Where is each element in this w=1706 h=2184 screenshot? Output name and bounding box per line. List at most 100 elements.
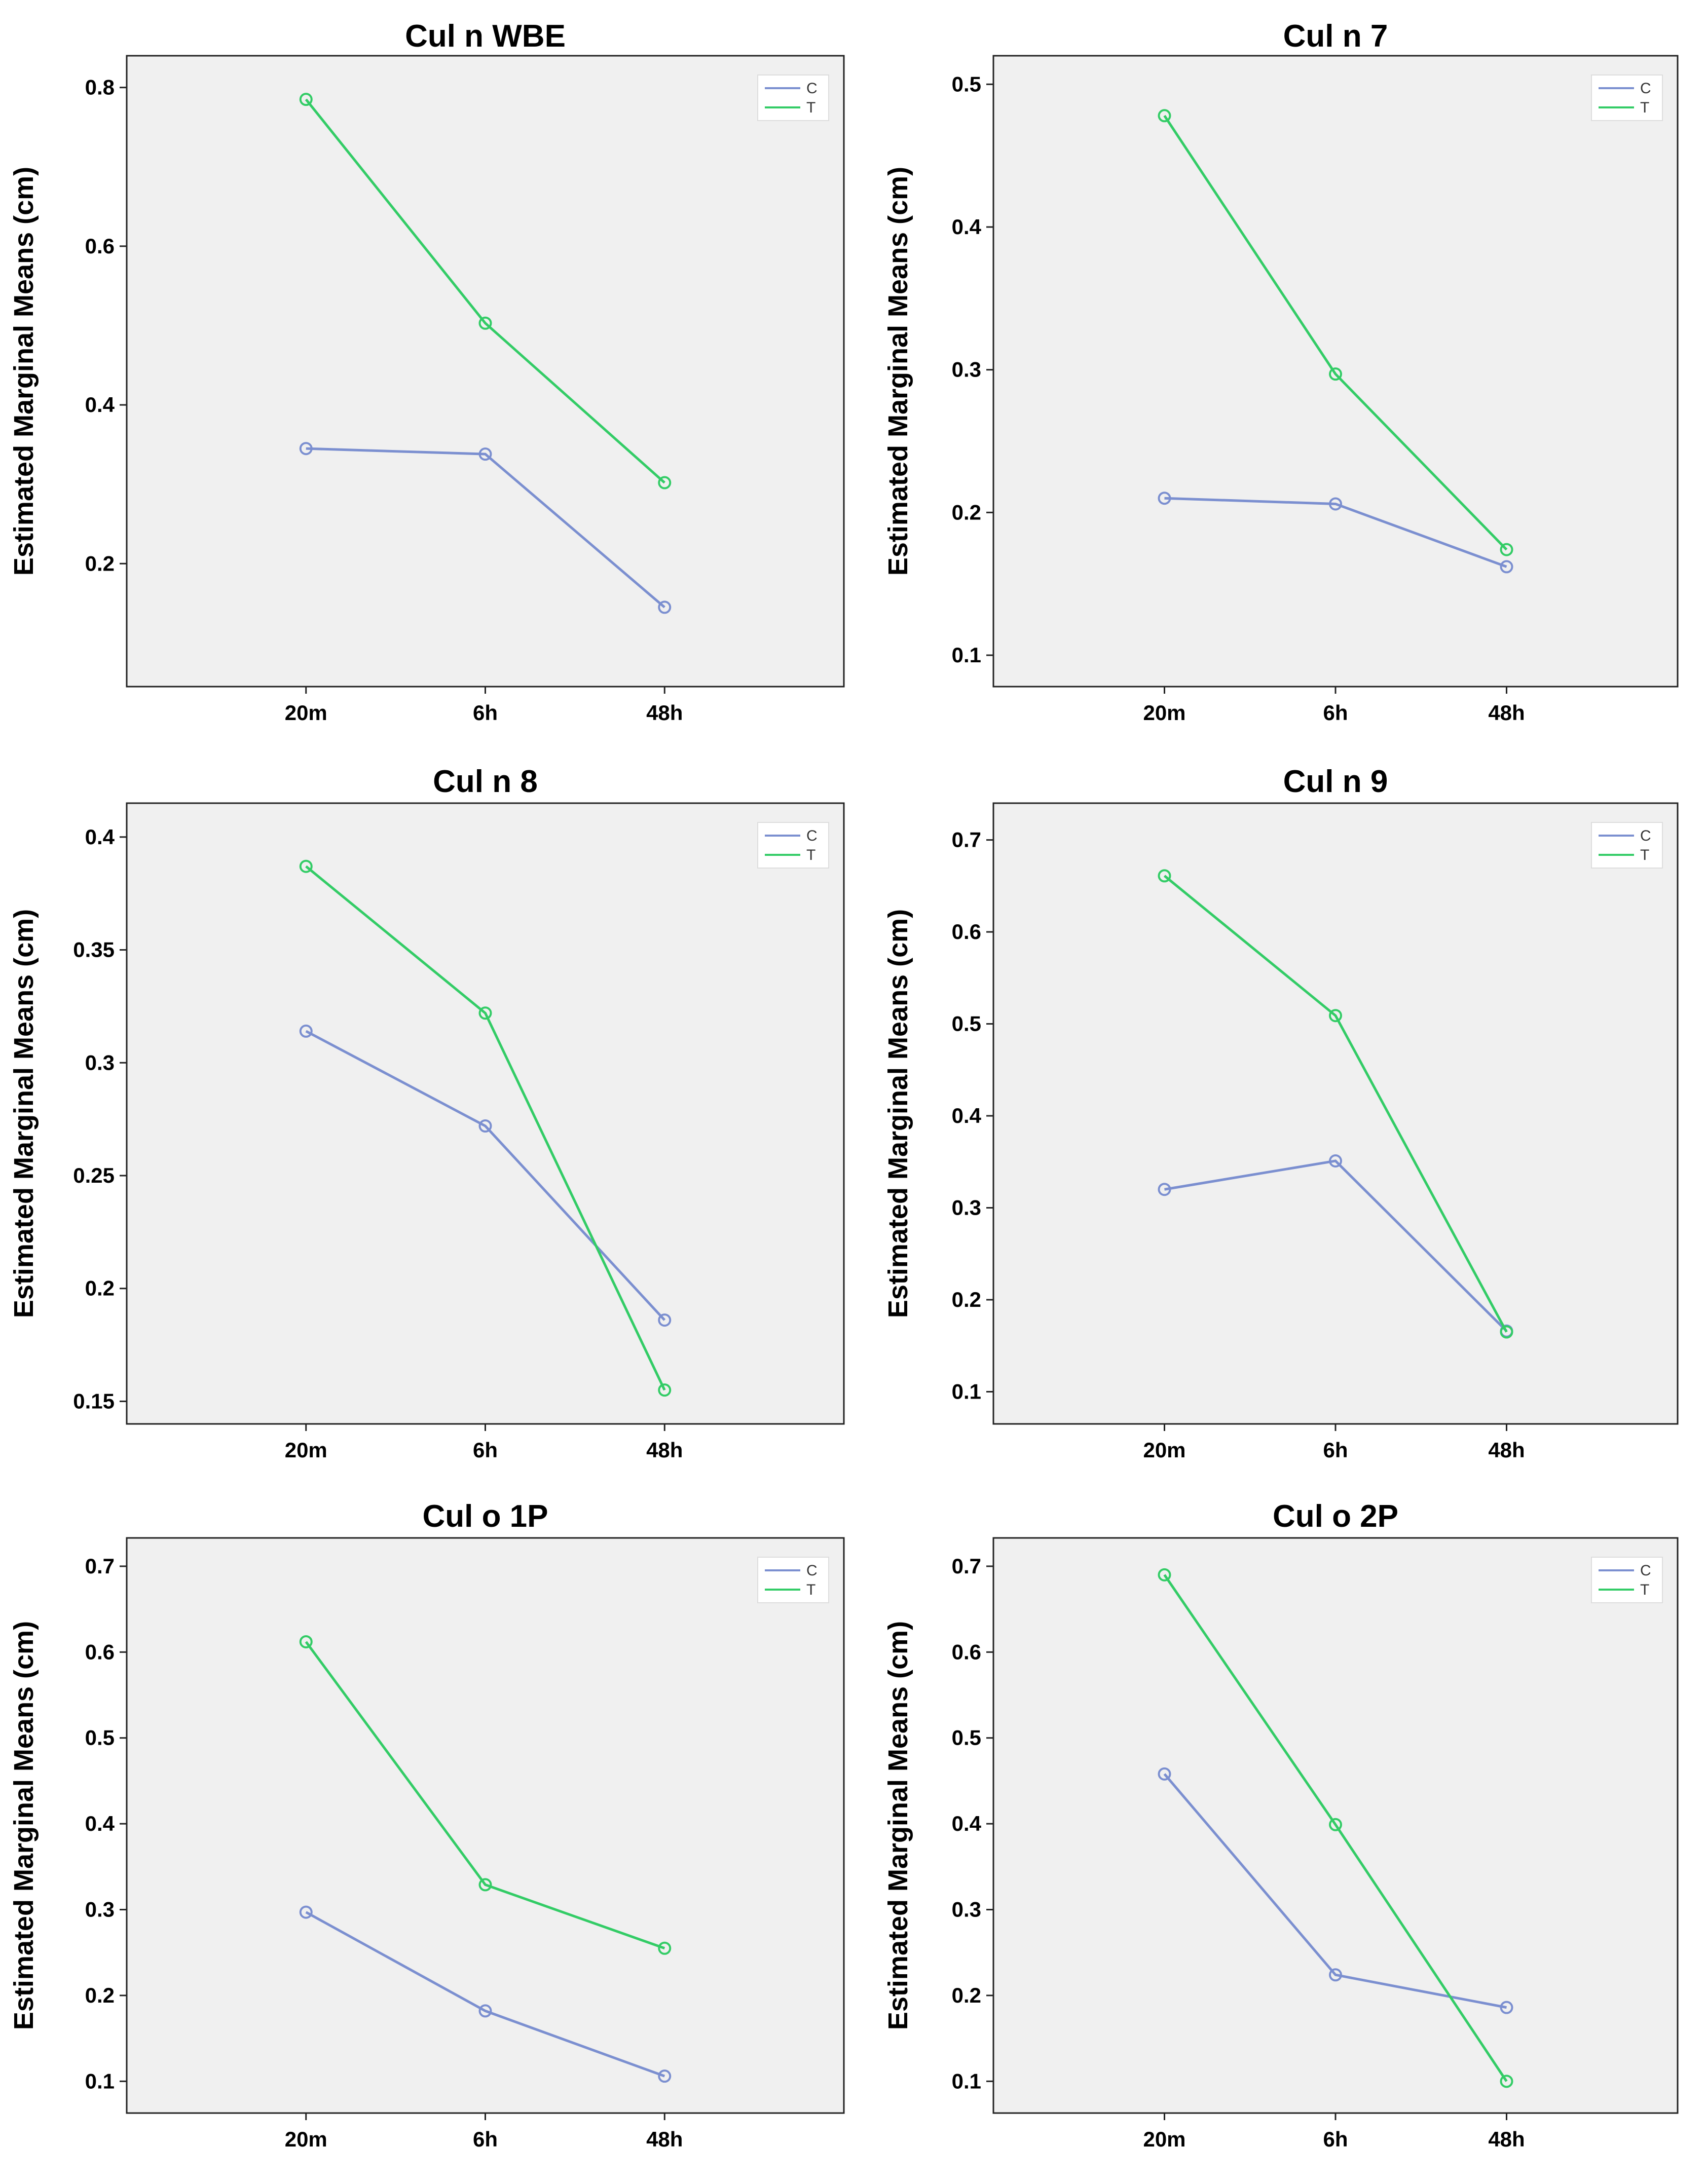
chart-5-y-tick-label: 0.2 bbox=[85, 1983, 115, 2007]
chart-5-y-tick-label: 0.5 bbox=[85, 1726, 115, 1750]
chart-6-legend bbox=[1591, 1557, 1663, 1603]
chart-1-y-tick-label: 0.2 bbox=[85, 551, 115, 575]
chart-3-y-tick-label: 0.3 bbox=[85, 1050, 115, 1074]
chart-6-y-tick-label: 0.4 bbox=[952, 1812, 982, 1835]
chart-4-y-tick-label: 0.2 bbox=[952, 1288, 981, 1311]
chart-2-y-tick-label: 0.2 bbox=[952, 500, 981, 524]
chart-3-series-T-point bbox=[478, 1006, 492, 1020]
chart-6-legend-label-C: C bbox=[1640, 1562, 1651, 1579]
chart-3-y-tick-label: 0.4 bbox=[85, 825, 115, 849]
chart-4-y-axis-label: Estimated Marginal Means (cm) bbox=[883, 909, 913, 1318]
chart-1-legend bbox=[757, 74, 829, 121]
chart-4-title: Cul n 9 bbox=[1283, 764, 1388, 799]
chart-5-plot-area bbox=[127, 1538, 844, 2113]
chart-1: Cul n WBE Estimated Marginal Means (cm) 0.… bbox=[9, 19, 845, 725]
chart-2-legend bbox=[1591, 74, 1663, 121]
chart-4-x-tick-label: 48h bbox=[1488, 1438, 1525, 1462]
chart-3-plot-area bbox=[127, 803, 844, 1424]
chart-4-series-C-line bbox=[1164, 1159, 1508, 1332]
chart-2-y-tick-label: 0.4 bbox=[952, 215, 982, 239]
chart-3-series-T-line bbox=[305, 865, 666, 1391]
chart-6-series-C-point bbox=[1158, 1767, 1171, 1781]
chart-5: Cul o 1P Estimated Marginal Means (cm) 0.1… bbox=[9, 1499, 845, 2151]
chart-2-x-tick-label: 6h bbox=[1323, 701, 1348, 725]
chart-1-y-tick-label: 0.4 bbox=[85, 393, 115, 417]
chart-1-series-T-line bbox=[305, 98, 665, 484]
chart-1-series-C-line bbox=[306, 447, 665, 609]
chart-1-series-T-point bbox=[658, 476, 672, 489]
chart-5-y-tick-label: 0.7 bbox=[85, 1554, 115, 1578]
chart-2-x-tick-label: 20m bbox=[1143, 701, 1185, 725]
chart-2-series-C-point bbox=[1158, 492, 1171, 505]
chart-1-series-T-point bbox=[299, 93, 313, 106]
chart-5-legend bbox=[757, 1557, 829, 1603]
chart-6-series-C-point bbox=[1500, 2001, 1513, 2014]
chart-5-series-T-line bbox=[305, 1641, 665, 1950]
chart-4-legend-label-C: C bbox=[1640, 827, 1651, 844]
chart-3-series-C-point bbox=[658, 1313, 672, 1327]
chart-6-y-tick-label: 0.5 bbox=[952, 1726, 981, 1750]
chart-6-y-tick-label: 0.7 bbox=[952, 1554, 981, 1578]
chart-3-y-tick-label: 0.35 bbox=[73, 938, 115, 962]
chart-2-series-T-point bbox=[1158, 109, 1171, 123]
chart-5-legend-label-T: T bbox=[806, 1581, 815, 1598]
chart-5-x-tick-label: 48h bbox=[646, 2127, 683, 2151]
chart-5-y-tick-label: 0.4 bbox=[85, 1812, 115, 1835]
chart-5-series-C-point bbox=[299, 1905, 313, 1919]
chart-4-legend-label-T: T bbox=[1640, 847, 1649, 863]
chart-6-x-tick-label: 6h bbox=[1323, 2127, 1348, 2151]
chart-4-y-tick-label: 0.1 bbox=[952, 1379, 981, 1403]
chart-1-series-C-point bbox=[478, 447, 492, 461]
chart-3-y-axis-label: Estimated Marginal Means (cm) bbox=[9, 909, 39, 1318]
chart-2-legend-label-C: C bbox=[1640, 80, 1651, 97]
chart-5-y-tick-label: 0.3 bbox=[85, 1898, 115, 1922]
chart-2-series-C-line bbox=[1164, 497, 1507, 568]
chart-3-title: Cul n 8 bbox=[433, 764, 538, 799]
chart-6-y-axis-label: Estimated Marginal Means (cm) bbox=[883, 1621, 913, 2030]
chart-2-legend-label-T: T bbox=[1640, 99, 1649, 116]
chart-4-y-tick-label: 0.4 bbox=[952, 1104, 982, 1127]
chart-6-series-T-point bbox=[1158, 1568, 1171, 1581]
chart-6-series-T-line bbox=[1163, 1574, 1508, 2082]
chart-2-series-C-point bbox=[1329, 497, 1342, 511]
chart-2-y-tick-label: 0.3 bbox=[952, 358, 981, 382]
chart-3-series-C-point bbox=[478, 1119, 492, 1133]
chart-4-x-tick-label: 6h bbox=[1323, 1438, 1348, 1462]
chart-5-legend-label-C: C bbox=[806, 1562, 818, 1579]
chart-1-series-C-point bbox=[658, 600, 672, 614]
chart-4: Cul n 9 Estimated Marginal Means (cm) 0.1 0… bbox=[883, 764, 1679, 1462]
chart-6-title: Cul o 2P bbox=[1273, 1499, 1398, 1534]
chart-3-series-C-line bbox=[305, 1030, 666, 1321]
chart-4-series-T-point bbox=[1158, 869, 1171, 883]
chart-5-y-tick-label: 0.6 bbox=[85, 1640, 115, 1664]
chart-2-series-T-point bbox=[1329, 367, 1342, 381]
chart-2-x-tick-label: 48h bbox=[1488, 701, 1525, 725]
chart-5-series-C-line bbox=[305, 1911, 665, 2078]
chart-6-y-tick-label: 0.6 bbox=[952, 1640, 981, 1664]
chart-4-y-tick-label: 0.7 bbox=[952, 828, 981, 852]
chart-3-x-tick-label: 48h bbox=[646, 1438, 683, 1462]
chart-1-y-axis-label: Estimated Marginal Means (cm) bbox=[9, 167, 39, 576]
chart-5-y-axis-label: Estimated Marginal Means (cm) bbox=[9, 1621, 39, 2030]
chart-1-legend-label-C: C bbox=[806, 80, 818, 97]
chart-6-x-tick-label: 48h bbox=[1488, 2127, 1525, 2151]
chart-6-series-C-point bbox=[1329, 1968, 1342, 1982]
chart-2-plot-area bbox=[993, 56, 1678, 687]
chart-4-plot-area bbox=[993, 803, 1678, 1424]
chart-5-series-T-point bbox=[478, 1878, 492, 1892]
chart-6-series-T-point bbox=[1500, 2075, 1513, 2088]
chart-1-plot-area bbox=[127, 56, 844, 687]
chart-4-legend bbox=[1591, 822, 1663, 869]
chart-4-series-C-point bbox=[1329, 1154, 1342, 1168]
chart-1-legend-label-T: T bbox=[806, 99, 815, 116]
chart-2-y-axis-label: Estimated Marginal Means (cm) bbox=[883, 167, 913, 576]
chart-5-series-C-point bbox=[478, 2004, 492, 2018]
chart-4-series-T-point bbox=[1329, 1009, 1342, 1023]
chart-3-y-tick-label: 0.2 bbox=[85, 1276, 115, 1300]
chart-1-x-tick-label: 6h bbox=[473, 701, 498, 725]
chart-6-series-T-point bbox=[1329, 1818, 1342, 1831]
chart-3-series-C-point bbox=[299, 1024, 313, 1038]
chart-6-legend-label-T: T bbox=[1640, 1581, 1649, 1598]
chart-5-x-tick-label: 20m bbox=[285, 2127, 327, 2151]
